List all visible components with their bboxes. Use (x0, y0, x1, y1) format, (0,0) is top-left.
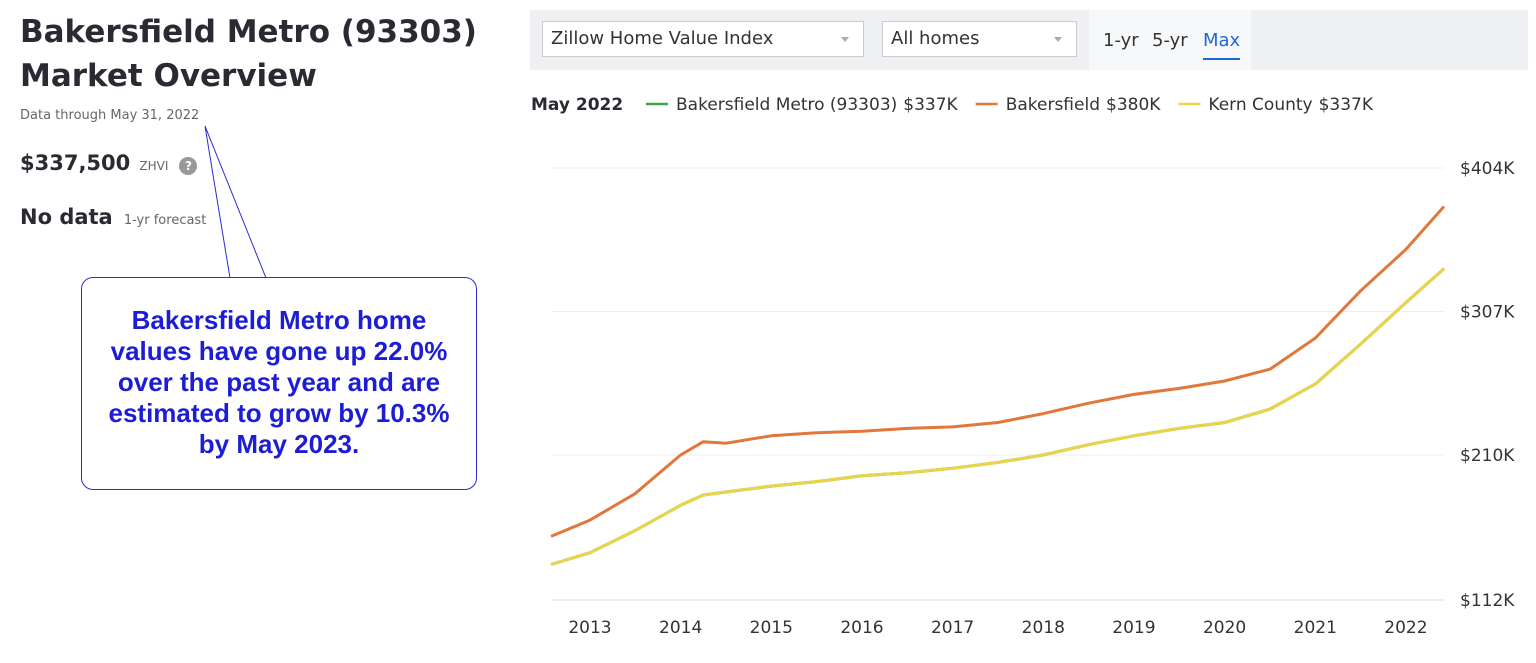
pointer-line (204, 125, 267, 279)
callout-line: over the past year and are (117, 367, 441, 397)
x-tick-label: 2020 (1203, 618, 1246, 638)
range-button[interactable]: 1-yr (1103, 30, 1139, 51)
legend-label: Kern County (1208, 95, 1312, 115)
callout: Bakersfield Metro home values have gone u… (81, 277, 477, 490)
legend-label: Bakersfield Metro (93303) (676, 95, 897, 115)
x-tick-label: 2015 (750, 618, 793, 638)
series-line (550, 205, 1446, 538)
callout-line: estimated to grow by 10.3% (108, 398, 450, 428)
legend-value: $380K (1106, 95, 1161, 115)
home-type-select[interactable]: All homes (882, 21, 1077, 57)
y-tick-label: $307K (1460, 303, 1515, 323)
range-button[interactable]: Max (1203, 30, 1241, 60)
forecast: No data 1-yr forecast (20, 205, 206, 229)
x-tick-label: 2018 (1022, 618, 1065, 638)
legend-label: Bakersfield (1006, 95, 1100, 115)
forecast-value: No data (20, 205, 113, 229)
x-tick-label: 2013 (568, 618, 611, 638)
x-tick-label: 2022 (1384, 618, 1427, 638)
zhvi-value: $337,500 (20, 151, 131, 175)
callout-line: values have gone up 22.0% (110, 336, 448, 366)
forecast-label: 1-yr forecast (123, 213, 207, 228)
y-tick-label: $112K (1460, 591, 1515, 611)
x-tick-label: 2014 (659, 618, 702, 638)
series-line (550, 267, 1445, 566)
x-tick-label: 2016 (840, 618, 883, 638)
series-line (550, 267, 1445, 566)
title: Bakersfield Metro (93303) (20, 14, 477, 50)
callout-pointer (204, 125, 267, 279)
range-bar (1089, 10, 1251, 70)
legend-value: $337K (903, 95, 958, 115)
legend-value: $337K (1319, 95, 1374, 115)
y-tick-label: $404K (1460, 159, 1515, 179)
title: Market Overview (20, 58, 317, 94)
zhvi: $337,500 ZHVI ? (20, 151, 198, 175)
data-date: Data through May 31, 2022 (20, 108, 200, 123)
legend-date: May 2022 (531, 95, 623, 115)
help-icon[interactable]: ? (179, 157, 198, 175)
x-tick-label: 2017 (931, 618, 974, 638)
x-tick-label: 2021 (1294, 618, 1337, 638)
callout-line: by May 2023. (198, 429, 360, 459)
x-tick-label: 2019 (1112, 618, 1155, 638)
index-select[interactable]: Zillow Home Value Index (542, 21, 864, 57)
y-tick-label: $210K (1460, 446, 1515, 466)
callout-line: Bakersfield Metro home (131, 305, 427, 335)
zhvi-label: ZHVI (139, 159, 169, 173)
range-button[interactable]: 5-yr (1152, 30, 1188, 51)
